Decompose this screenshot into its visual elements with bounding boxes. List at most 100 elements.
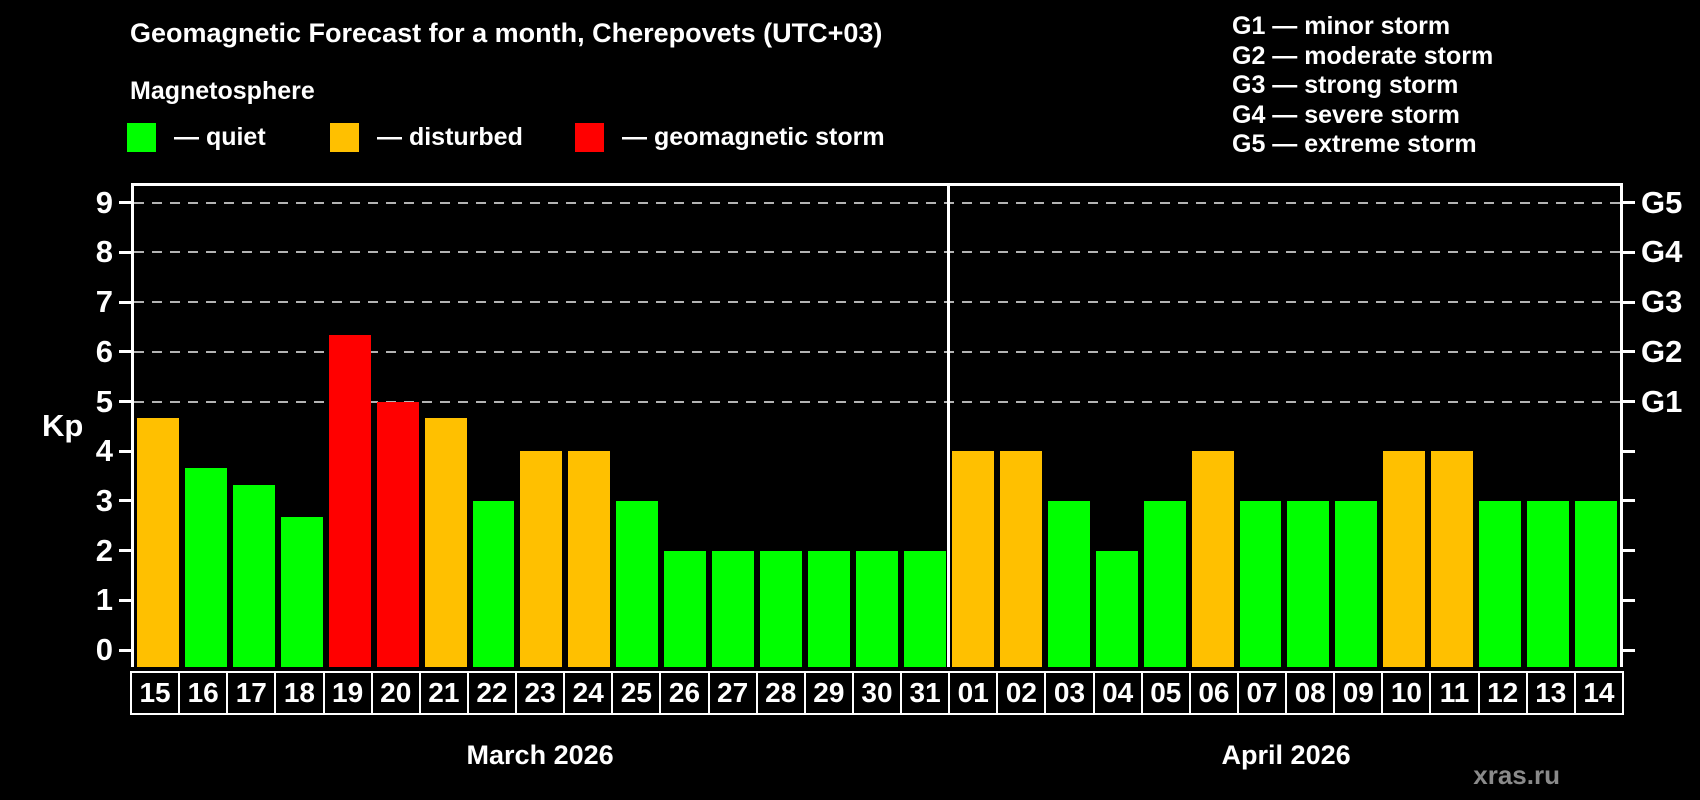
- storm-scale-legend: G1 — minor storm G2 — moderate storm G3 …: [1232, 12, 1493, 160]
- date-cell: 18: [274, 671, 325, 715]
- y-axis-tick-label: 8: [95, 234, 113, 270]
- right-axis-tick: [1623, 648, 1635, 652]
- kp-bar: [808, 550, 851, 667]
- date-cell: 25: [611, 671, 662, 715]
- y-axis-tick-label: 5: [95, 383, 113, 419]
- date-cell: 16: [178, 671, 229, 715]
- date-cell: 24: [563, 671, 614, 715]
- kp-bar: [137, 417, 179, 667]
- date-cell: 13: [1525, 671, 1576, 715]
- date-cell: 21: [418, 671, 469, 715]
- kp-bar: [1527, 500, 1570, 667]
- right-axis-tick: [1623, 598, 1635, 602]
- kp-bar: [1287, 500, 1330, 667]
- kp-bar: [424, 417, 467, 667]
- kp-bar: [903, 550, 946, 667]
- kp-bar: [232, 484, 275, 667]
- date-cell: 23: [515, 671, 566, 715]
- y-axis-title: Kp: [42, 408, 84, 444]
- storm-scale-line-g5: G5 — extreme storm: [1232, 130, 1477, 159]
- date-cell: 31: [900, 671, 951, 715]
- y-axis-tick: [119, 400, 131, 403]
- y-axis-tick: [119, 598, 131, 602]
- disturbed-color-swatch: [330, 122, 359, 152]
- y-axis-tick-label: 2: [95, 532, 113, 568]
- date-cell: 30: [851, 671, 903, 715]
- date-cell: 22: [466, 671, 518, 715]
- month-label: March 2026: [466, 740, 614, 770]
- watermark: xras.ru: [1473, 760, 1560, 790]
- right-axis-tick: [1623, 549, 1635, 553]
- date-cell: 03: [1044, 671, 1095, 715]
- right-axis-g-label: G4: [1641, 234, 1683, 270]
- date-cell: 15: [130, 671, 181, 715]
- kp-bar: [472, 500, 515, 667]
- right-axis-tick: [1623, 400, 1635, 403]
- storm-scale-line-g3: G3 — strong storm: [1232, 71, 1459, 100]
- right-axis-g-label: G5: [1641, 184, 1683, 220]
- storm-scale-line-g1: G1 — minor storm: [1232, 12, 1451, 40]
- kp-bar: [1575, 500, 1617, 667]
- legend-label: — quiet: [174, 122, 266, 151]
- kp-bar: [520, 451, 563, 667]
- page-title: Geomagnetic Forecast for a month, Cherep…: [130, 18, 883, 48]
- date-cell: 20: [370, 671, 421, 715]
- kp-bar: [951, 451, 994, 667]
- right-axis-tick: [1623, 499, 1635, 503]
- y-axis-tick: [119, 549, 131, 553]
- kp-bar: [664, 550, 707, 667]
- date-cell: 10: [1381, 671, 1432, 715]
- kp-bar: [1239, 500, 1282, 667]
- kp-bar: [1095, 550, 1138, 667]
- storm-color-swatch: [575, 122, 604, 152]
- legend-item-storm: — geomagnetic storm: [575, 121, 885, 153]
- magnetosphere-label: Magnetosphere: [130, 77, 315, 105]
- date-cell: 08: [1285, 671, 1336, 715]
- right-axis-tick: [1623, 250, 1635, 254]
- kp-bar: [1383, 451, 1426, 667]
- legend-item-disturbed: — disturbed: [330, 121, 523, 153]
- date-cell: 19: [322, 671, 373, 715]
- y-axis-tick-label: 1: [95, 582, 113, 618]
- right-axis-tick: [1623, 300, 1635, 304]
- y-axis-tick-label: 6: [95, 333, 113, 369]
- date-cell: 12: [1477, 671, 1528, 715]
- y-axis-tick-label: 0: [95, 632, 113, 667]
- date-cell: 09: [1333, 671, 1384, 715]
- kp-bar: [184, 467, 227, 667]
- date-cell: 29: [803, 671, 854, 715]
- y-axis-tick-label: 7: [95, 284, 113, 320]
- kp-bar: [1191, 451, 1234, 667]
- plot-area: [131, 183, 1623, 667]
- date-cell: 14: [1573, 671, 1624, 715]
- y-axis-tick-label: 4: [95, 433, 113, 469]
- date-cell: 04: [1092, 671, 1143, 715]
- kp-bar: [328, 335, 371, 667]
- date-cell: 27: [707, 671, 758, 715]
- month-label: April 2026: [1221, 740, 1351, 770]
- legend-label: — geomagnetic storm: [622, 122, 885, 151]
- kp-bar: [1047, 500, 1090, 667]
- kp-gridline-g4: [134, 251, 1620, 254]
- month-separator-line: [947, 186, 951, 667]
- quiet-color-swatch: [127, 122, 156, 152]
- plot-area-inner: [134, 186, 1620, 667]
- right-axis-g-label: G3: [1641, 284, 1683, 320]
- kp-bar: [1479, 500, 1522, 667]
- date-cell: 28: [755, 671, 806, 715]
- date-cell: 06: [1188, 671, 1239, 715]
- date-cell: 05: [1140, 671, 1191, 715]
- y-axis-tick: [119, 300, 131, 304]
- kp-bar: [856, 550, 898, 667]
- kp-gridline-g5: [134, 201, 1620, 204]
- y-axis-tick: [119, 201, 131, 205]
- kp-gridline-g2: [134, 350, 1620, 353]
- kp-gridline-g1: [134, 400, 1620, 403]
- storm-scale-line-g4: G4 — severe storm: [1232, 100, 1460, 129]
- date-cell: 02: [996, 671, 1047, 715]
- kp-bar: [999, 451, 1042, 667]
- legend-item-quiet: — quiet: [127, 121, 266, 153]
- y-axis-tick: [119, 499, 131, 503]
